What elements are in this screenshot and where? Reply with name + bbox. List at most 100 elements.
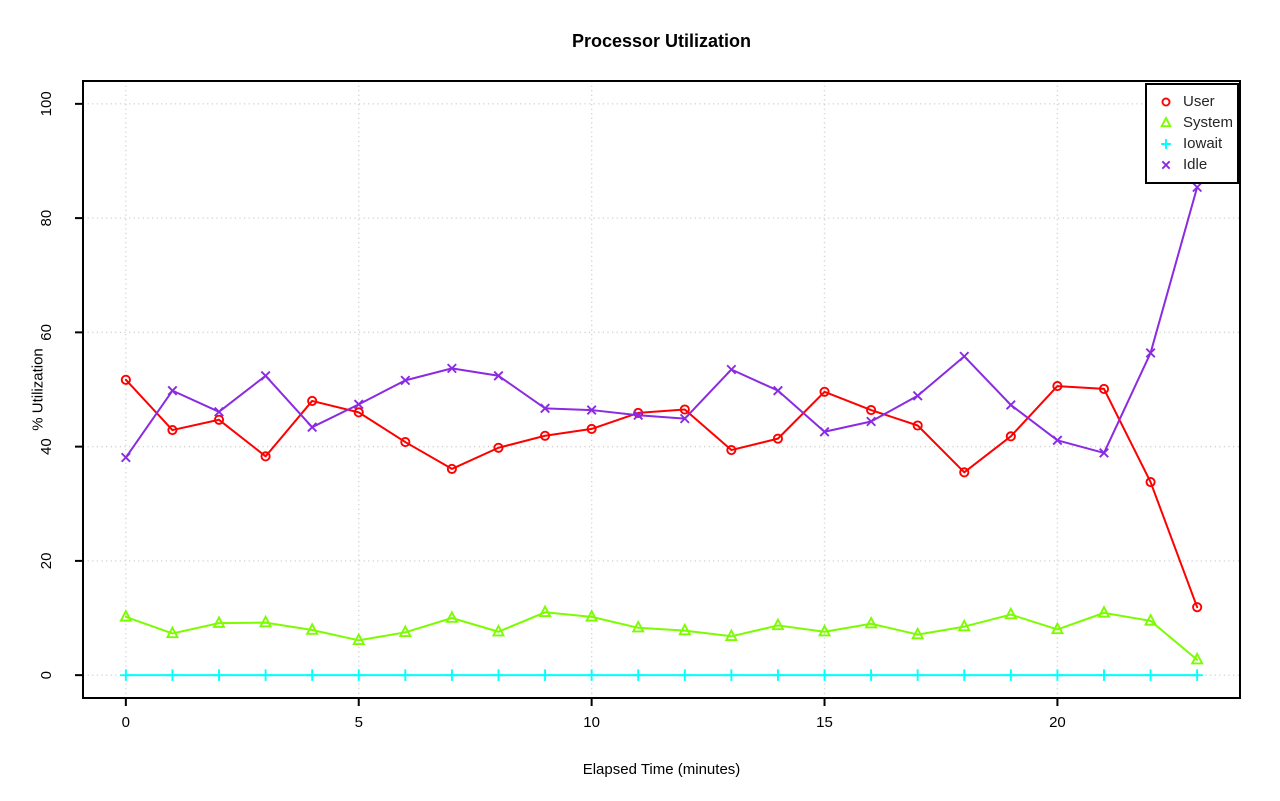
- circle-marker: [726, 445, 737, 456]
- x-marker: [679, 413, 690, 424]
- plus-marker: [958, 669, 971, 681]
- triangle-marker: [1050, 621, 1064, 635]
- plus-marker: [539, 669, 551, 681]
- legend-item-idle: Idle: [1157, 154, 1237, 175]
- x-marker: [1099, 447, 1109, 458]
- x-marker: [1145, 348, 1156, 358]
- x-marker: [959, 351, 970, 362]
- plus-marker: [1161, 138, 1171, 149]
- circle-marker: [1192, 602, 1203, 613]
- iowait-marker-icon: [1161, 138, 1171, 149]
- x-tick-label: 20: [1049, 714, 1066, 731]
- triangle-marker: [957, 618, 971, 632]
- plus-marker: [1005, 669, 1017, 681]
- circle-marker: [167, 425, 178, 436]
- legend-label: Idle: [1183, 156, 1208, 173]
- y-tick-label: 80: [38, 210, 55, 227]
- circle-marker: [1161, 97, 1171, 106]
- triangle-marker: [259, 614, 273, 628]
- x-marker: [353, 399, 364, 410]
- plus-marker: [492, 669, 505, 681]
- circle-marker: [213, 414, 225, 425]
- circle-marker: [446, 463, 457, 474]
- system-marker-icon: [1160, 115, 1172, 127]
- x-marker: [167, 385, 178, 396]
- y-tick-label: 100: [38, 91, 55, 116]
- plus-marker: [818, 669, 831, 681]
- circle-marker: [912, 420, 923, 431]
- plus-marker: [1144, 669, 1157, 681]
- triangle-marker: [864, 615, 878, 629]
- plus-marker: [352, 669, 365, 681]
- triangle-marker: [1097, 605, 1111, 618]
- plot-frame: [82, 80, 1241, 699]
- circle-marker: [633, 407, 644, 418]
- chart-title: Processor Utilization: [571, 31, 752, 51]
- circle-marker: [772, 433, 783, 444]
- legend-item-iowait: Iowait: [1157, 133, 1237, 154]
- x-marker: [493, 370, 504, 381]
- x-tick-label: 10: [583, 714, 600, 731]
- plus-marker: [1051, 669, 1064, 681]
- legend-item-system: System: [1157, 112, 1237, 133]
- y-tick-label: 0: [38, 671, 55, 679]
- x-marker: [260, 370, 271, 381]
- triangle-marker: [165, 625, 180, 639]
- circle-marker: [353, 407, 364, 418]
- plus-marker: [399, 669, 412, 681]
- triangle-marker: [911, 626, 925, 640]
- user-marker-icon: [1161, 97, 1171, 106]
- series-user: [120, 374, 1203, 613]
- x-marker: [1052, 435, 1063, 446]
- plus-marker: [911, 669, 924, 681]
- circle-marker: [400, 437, 411, 448]
- plus-marker: [725, 669, 738, 681]
- legend-label: User: [1183, 93, 1215, 110]
- triangle-marker: [305, 622, 319, 635]
- triangle-marker: [398, 624, 412, 638]
- x-tick-label: 5: [355, 714, 363, 731]
- plus-marker: [259, 669, 272, 681]
- circle-marker: [819, 386, 830, 397]
- x-marker: [400, 375, 411, 386]
- x-marker: [540, 403, 550, 414]
- legend-item-user: User: [1157, 91, 1237, 112]
- triangle-marker: [1004, 606, 1018, 620]
- series-line: [124, 378, 1199, 609]
- plus-marker: [213, 669, 225, 681]
- plus-marker: [120, 669, 132, 681]
- circle-marker: [307, 395, 318, 406]
- triangle-marker: [119, 609, 133, 622]
- triangle-marker: [631, 619, 645, 633]
- circle-marker: [1145, 476, 1156, 488]
- y-tick-label: 60: [38, 324, 55, 341]
- x-marker: [1005, 400, 1016, 410]
- triangle-marker: [212, 615, 226, 628]
- triangle-marker: [585, 609, 599, 622]
- x-marker: [120, 452, 131, 463]
- x-marker: [633, 410, 644, 421]
- series-system: [119, 604, 1204, 665]
- plus-marker: [772, 669, 784, 681]
- circle-marker: [540, 430, 551, 441]
- triangle-marker: [1190, 651, 1204, 665]
- idle-marker-icon: [1161, 160, 1171, 169]
- x-axis-label: Elapsed Time (minutes): [582, 761, 741, 778]
- x-marker: [773, 385, 783, 396]
- triangle-marker: [771, 617, 785, 631]
- axes: [75, 102, 1059, 706]
- series-line: [124, 186, 1199, 459]
- x-marker: [1161, 160, 1171, 169]
- plus-marker: [632, 669, 644, 681]
- x-tick-label: 0: [122, 714, 130, 731]
- plus-marker: [1098, 669, 1110, 681]
- y-tick-label: 20: [38, 553, 55, 570]
- plus-marker: [679, 669, 691, 681]
- series-idle: [120, 182, 1203, 463]
- circle-marker: [866, 405, 877, 416]
- x-tick-label: 15: [816, 714, 833, 731]
- triangle-marker: [1143, 613, 1158, 626]
- circle-marker: [959, 467, 970, 478]
